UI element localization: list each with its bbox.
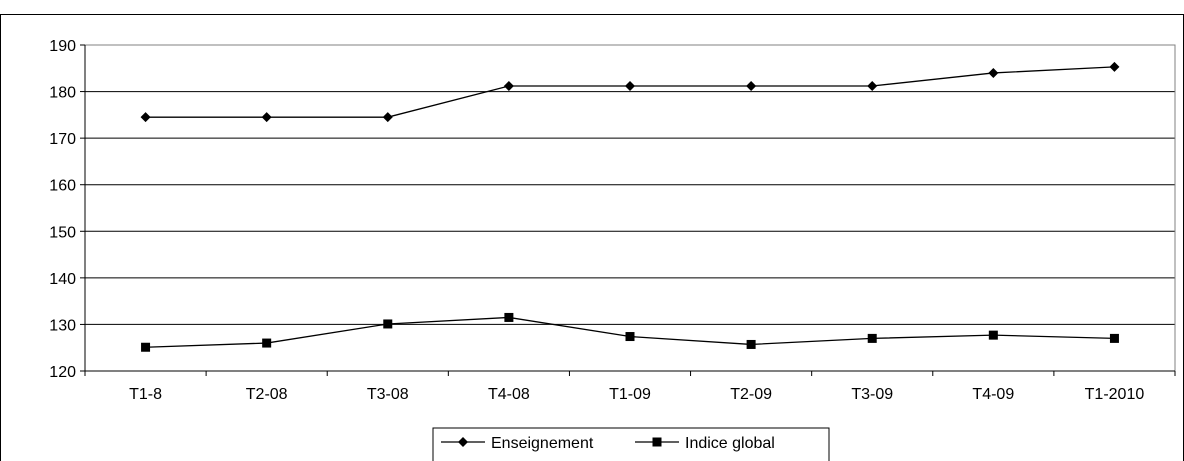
data-point-square [1109, 333, 1119, 343]
data-point-diamond [140, 112, 151, 123]
y-tick-label: 170 [49, 131, 76, 148]
x-tick-label: T4-09 [972, 386, 1014, 403]
x-tick-label: T1-09 [609, 386, 651, 403]
data-point-diamond [1109, 61, 1120, 72]
data-point-diamond [746, 80, 757, 91]
x-tick-label: T3-09 [851, 386, 893, 403]
legend-box [432, 427, 830, 461]
legend: Enseignement Indice global [432, 427, 830, 461]
data-point-diamond [458, 437, 468, 447]
y-tick-label: 190 [49, 38, 76, 55]
data-point-square [746, 339, 756, 349]
y-tick-label: 160 [49, 178, 76, 195]
data-point-diamond [867, 80, 878, 91]
data-point-square [867, 333, 877, 343]
legend-label: Indice global [685, 435, 775, 452]
data-point-diamond [261, 112, 272, 123]
x-tick-label: T3-08 [367, 386, 409, 403]
data-point-diamond [625, 80, 635, 91]
data-point-diamond [382, 112, 393, 123]
data-point-square [141, 342, 151, 352]
data-point-square [625, 332, 635, 342]
y-tick-label: 150 [49, 224, 76, 241]
x-tick-label: T1-8 [129, 386, 162, 403]
series-lines [140, 61, 1120, 352]
y-tick-label: 140 [49, 271, 76, 288]
data-point-square [988, 330, 998, 340]
chart-area-border [0, 14, 1184, 461]
data-point-square [504, 312, 514, 322]
data-point-square [652, 437, 662, 447]
data-point-square [262, 338, 272, 348]
axes: 120 130 140 150 160 170 180 190 T1-8 T2-08 T3-08 T4… [49, 38, 1176, 403]
y-tick-label: 120 [49, 364, 76, 381]
legend-label: Enseignement [491, 435, 594, 452]
x-tick-label: T2-09 [730, 386, 772, 403]
y-tick-label: 130 [49, 317, 76, 334]
data-point-diamond [503, 80, 514, 91]
x-tick-label: T4-08 [488, 386, 530, 403]
x-tick-label: T1-2010 [1085, 386, 1145, 403]
data-point-diamond [988, 67, 999, 78]
data-point-square [383, 319, 393, 329]
y-tick-label: 180 [49, 85, 76, 102]
x-tick-label: T2-08 [246, 386, 288, 403]
